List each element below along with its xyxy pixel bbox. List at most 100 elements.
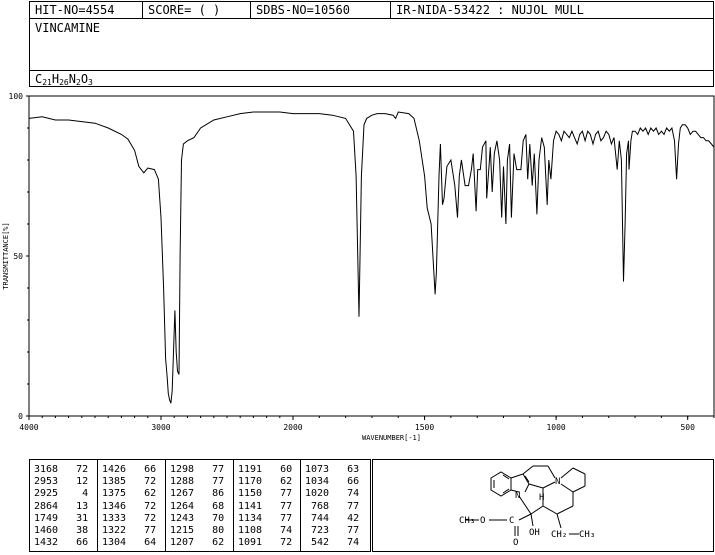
formula-element: C: [35, 72, 43, 86]
ester-bond: [518, 513, 532, 521]
ethyl-bond: [556, 513, 562, 529]
hydroxyl-label: OH: [529, 528, 540, 538]
spectrum-line: [28, 111, 715, 404]
peak-row: 1091 72: [238, 537, 293, 549]
formula-element: H: [51, 72, 60, 86]
ir-spectrum-chart: 4000 3000 2000 1500 1000 500 0 50 100 WAVENUMBER[…: [2, 92, 715, 442]
peak-row: 1288 77: [170, 476, 225, 488]
ring-bond: [518, 495, 532, 515]
x-tick-label: 500: [680, 423, 695, 432]
peak-row: 1170 62: [238, 476, 293, 488]
peak-row: 542 74: [305, 537, 360, 549]
x-tick-label: 4000: [19, 423, 38, 432]
ethyl-ch2-label: CH₂: [551, 530, 567, 540]
y-tick-label: 100: [9, 92, 24, 101]
structure-panel: N N H CH₃ O C O OH CH₂ CH₃: [372, 459, 714, 552]
peak-row: 1243 70: [170, 512, 225, 524]
peak-row: 1264 68: [170, 500, 225, 512]
peak-row: 1426 66: [102, 464, 157, 475]
peak-row: 1322 77: [102, 524, 157, 536]
peak-row: 744 42: [305, 512, 360, 524]
peak-row: 1108 74: [238, 524, 293, 536]
peak-row: 1346 72: [102, 500, 157, 512]
ring-bond: [547, 465, 556, 479]
y-axis-label: TRANSMITTANCE[%]: [2, 222, 10, 289]
indole-bond: [510, 473, 524, 479]
molecular-formula: C21H26N2O3: [35, 72, 93, 90]
ring-bond: [528, 483, 544, 489]
formula-element: N: [68, 72, 76, 86]
peak-row: 1749 31: [34, 512, 89, 524]
peak-row: 2864 13: [34, 500, 89, 512]
peak-column: 1191 60 1170 62 1150 77 1141 77 1134 77 1108 …: [233, 460, 300, 551]
compound-name: VINCAMINE: [35, 21, 101, 35]
peak-row: 1150 77: [238, 488, 293, 500]
peak-row: 1432 66: [34, 537, 89, 549]
peak-row: 1134 77: [238, 512, 293, 524]
ir-nida-code: IR-NIDA-53422 : NUJOL MULL: [390, 2, 713, 18]
indole-double-bond: [524, 475, 530, 483]
ring-bond: [530, 505, 544, 515]
peak-row: 1215 80: [170, 524, 225, 536]
peak-row: 1304 64: [102, 537, 157, 549]
peak-row: 723 77: [305, 524, 360, 536]
vincamine-structure: N N H CH₃ O C O OH CH₂ CH₃: [459, 465, 595, 548]
peak-row: 1385 72: [102, 476, 157, 488]
ethyl-ch3-label: CH₃: [579, 530, 595, 540]
benzene-double-bond: [502, 474, 510, 480]
ester-methyl-label: CH₃: [459, 516, 475, 526]
header-row: HIT-NO=4554 SCORE= ( ) SDBS-NO=10560 IR-…: [30, 2, 713, 19]
peak-row: 2925 4: [34, 488, 89, 500]
ring-bond: [522, 465, 534, 475]
formula-subscript: 21: [42, 78, 52, 87]
hydroxyl-bond: [530, 513, 534, 527]
benzene-double-bond: [502, 488, 510, 494]
x-tick-label: 1500: [415, 423, 434, 432]
carbonyl-oxygen-label: O: [513, 538, 518, 548]
peak-table: 3168 72 2953 12 2925 4 2864 13 1749 31 1460 3…: [29, 459, 371, 552]
amine-nitrogen-label: N: [555, 477, 560, 487]
peak-row: 1034 66: [305, 476, 360, 488]
ring-bond: [560, 483, 574, 493]
sdbs-number: SDBS-NO=10560: [250, 2, 390, 18]
x-tick-label: 3000: [151, 423, 170, 432]
peak-row: 1191 60: [238, 464, 293, 475]
y-tick-label: 50: [13, 252, 23, 261]
structure-labels: N N H CH₃ O C O OH CH₂ CH₃: [459, 477, 595, 548]
indole-nitrogen-label: N: [515, 491, 520, 501]
peak-row: 1141 77: [238, 500, 293, 512]
peak-column: 1298 77 1288 77 1267 86 1264 68 1243 70 1215 …: [165, 460, 233, 551]
peak-column: 3168 72 2953 12 2925 4 2864 13 1749 31 1460 3…: [30, 460, 97, 551]
peak-column: 1073 63 1034 66 1020 74 768 77 744 42 723 …: [300, 460, 370, 551]
peak-row: 1073 63: [305, 464, 360, 475]
ring-bond: [560, 467, 574, 479]
ester-oxygen-label: O: [480, 516, 485, 526]
x-tick-label: 1000: [546, 423, 565, 432]
peak-row: 3168 72: [34, 464, 89, 475]
indole-bond: [524, 483, 530, 493]
hydrogen-label: H: [539, 493, 544, 503]
x-axis-label: WAVENUMBER[-1]: [362, 434, 421, 442]
score-field: SCORE= ( ): [142, 2, 250, 18]
formula-row: C21H26N2O3: [30, 70, 713, 87]
formula-element: O: [80, 72, 89, 86]
peak-column: 1426 66 1385 72 1375 62 1346 72 1333 72 1322 …: [97, 460, 165, 551]
hit-number: HIT-NO=4554: [35, 3, 115, 17]
peak-row: 2953 12: [34, 476, 89, 488]
x-tick-label: 2000: [283, 423, 302, 432]
formula-subscript: 2: [75, 78, 81, 87]
y-tick-label: 0: [18, 412, 23, 421]
peak-row: 1267 86: [170, 488, 225, 500]
peak-row: 1298 77: [170, 464, 225, 475]
indole-bond: [522, 473, 530, 485]
ring-bond: [572, 467, 586, 475]
ring-bond: [542, 505, 558, 515]
carbonyl-carbon-label: C: [509, 516, 514, 526]
header-panel: HIT-NO=4554 SCORE= ( ) SDBS-NO=10560 IR-…: [29, 1, 714, 87]
indole-bond: [510, 489, 520, 493]
ring-bond: [556, 505, 574, 515]
peak-row: 1460 38: [34, 524, 89, 536]
peak-row: 1375 62: [102, 488, 157, 500]
peak-row: 1207 62: [170, 537, 225, 549]
